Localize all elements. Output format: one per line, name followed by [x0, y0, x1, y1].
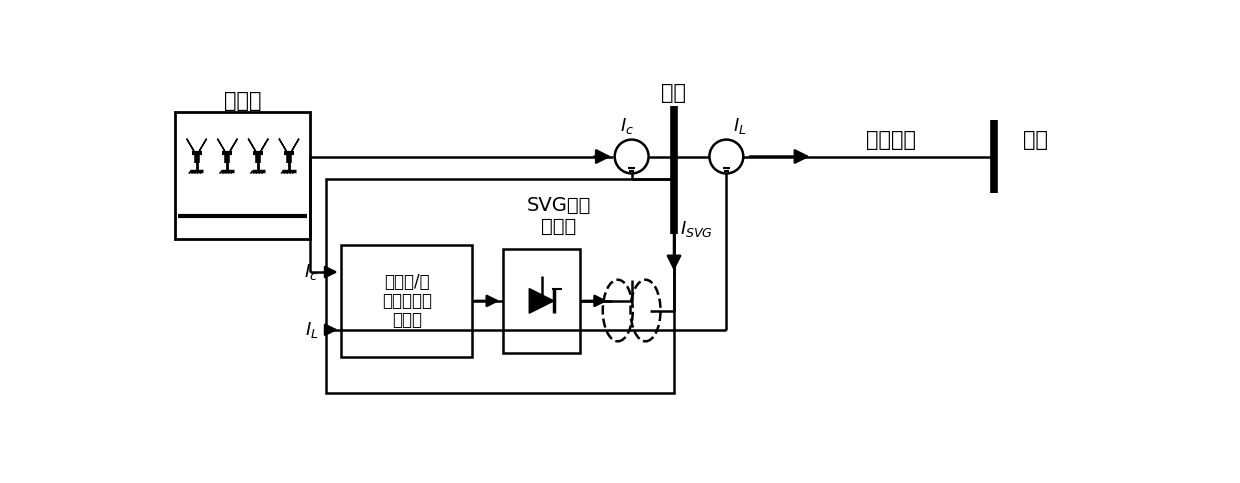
Polygon shape	[260, 139, 268, 153]
Bar	[341, 245, 472, 357]
Text: 同步振荡控: 同步振荡控	[382, 292, 432, 310]
Text: 风电场: 风电场	[223, 91, 262, 111]
Text: 控制器: 控制器	[541, 217, 577, 236]
Text: $I_L$: $I_L$	[733, 116, 746, 136]
Bar	[503, 249, 580, 353]
Text: $I_{SVG}$: $I_{SVG}$	[681, 219, 713, 239]
Polygon shape	[217, 139, 226, 153]
Text: 电网: 电网	[1023, 129, 1048, 150]
Polygon shape	[248, 139, 257, 153]
Polygon shape	[198, 139, 207, 153]
Polygon shape	[229, 139, 237, 153]
Text: 制系统: 制系统	[392, 311, 422, 329]
Bar	[175, 112, 310, 239]
Polygon shape	[290, 139, 299, 153]
Text: SVG及其: SVG及其	[526, 196, 590, 214]
Text: 母线: 母线	[661, 83, 687, 102]
Text: $I_L$: $I_L$	[305, 320, 319, 340]
Text: 附加次/超: 附加次/超	[384, 272, 429, 291]
Polygon shape	[279, 139, 288, 153]
Text: 输电线路: 输电线路	[866, 129, 916, 150]
Polygon shape	[187, 139, 195, 153]
Bar	[326, 179, 675, 393]
Polygon shape	[529, 288, 554, 313]
Text: $I_c$: $I_c$	[304, 262, 319, 282]
Text: $I_c$: $I_c$	[620, 116, 634, 136]
